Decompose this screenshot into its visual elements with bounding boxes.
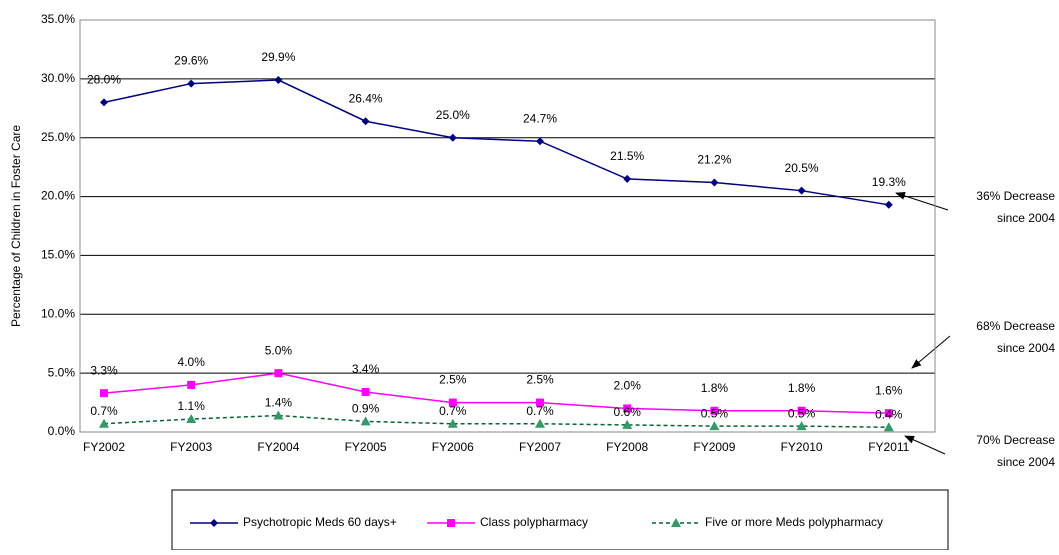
marker [536, 137, 544, 146]
annotation: since 2004 [997, 211, 1055, 225]
marker [535, 418, 545, 428]
data-label: 2.0% [614, 379, 642, 393]
data-label: 21.5% [610, 149, 644, 163]
data-label: 3.4% [352, 362, 380, 376]
data-label: 0.4% [875, 407, 903, 421]
y-tick-label: 0.0% [48, 424, 76, 438]
marker [187, 79, 196, 88]
marker [622, 419, 633, 429]
data-label: 25.0% [436, 108, 470, 122]
data-label: 3.3% [90, 363, 118, 377]
series-line [103, 372, 889, 414]
annotation-arrow [904, 435, 946, 455]
marker [186, 414, 197, 424]
data-label: 0.5% [788, 406, 816, 420]
annotation-arrow [895, 191, 949, 211]
data-label: 0.7% [439, 404, 467, 418]
marker [361, 117, 370, 126]
x-tick-label: FY2007 [519, 440, 561, 454]
legend-marker [671, 518, 681, 527]
data-label: 1.4% [265, 396, 293, 410]
annotation: since 2004 [997, 341, 1055, 355]
marker [447, 418, 458, 428]
y-tick-label: 15.0% [41, 248, 75, 262]
data-label: 20.5% [785, 161, 819, 175]
data-label: 29.9% [261, 50, 295, 64]
marker [709, 421, 720, 431]
marker [796, 421, 807, 431]
marker [361, 387, 370, 396]
marker [623, 174, 632, 183]
y-tick-label: 10.0% [41, 306, 75, 320]
series-line [103, 79, 889, 206]
marker [884, 200, 893, 209]
series-line [103, 414, 889, 429]
legend-label: Psychotropic Meds 60 days+ [243, 515, 397, 529]
marker [99, 418, 109, 428]
legend-marker [210, 519, 218, 527]
marker [884, 409, 893, 418]
plot-area [79, 19, 936, 433]
data-label: 1.8% [701, 381, 729, 395]
x-tick-label: FY2008 [606, 440, 648, 454]
marker [274, 369, 283, 378]
marker [274, 76, 283, 85]
data-label: 21.2% [697, 153, 731, 167]
marker [710, 406, 719, 415]
data-label: 0.9% [352, 402, 380, 416]
data-label: 5.0% [265, 343, 293, 357]
data-label: 26.4% [349, 91, 383, 105]
data-label: 0.5% [701, 406, 729, 420]
data-label: 0.7% [90, 404, 118, 418]
legend-marker [447, 519, 455, 527]
x-tick-label: FY2005 [345, 440, 387, 454]
data-label: 1.1% [178, 399, 206, 413]
data-label: 28.0% [87, 73, 121, 87]
marker [100, 389, 108, 398]
x-tick-label: FY2010 [781, 440, 823, 454]
marker [883, 422, 894, 432]
data-label: 29.6% [174, 54, 208, 68]
marker [710, 178, 719, 187]
data-label: 4.0% [178, 355, 206, 369]
data-label: 0.6% [614, 405, 642, 419]
x-tick-label: FY2004 [257, 440, 299, 454]
marker [100, 98, 108, 107]
marker [273, 410, 284, 420]
marker [187, 380, 196, 389]
y-tick-label: 5.0% [48, 365, 76, 379]
x-tick-label: FY2011 [868, 440, 909, 454]
y-tick-label: 25.0% [41, 130, 75, 144]
legend-label: Five or more Meds polypharmacy [705, 515, 883, 529]
annotation: 70% Decrease [976, 433, 1055, 447]
x-tick-label: FY2003 [170, 440, 212, 454]
data-label: 0.7% [526, 404, 554, 418]
marker [797, 406, 806, 415]
annotation-arrow [911, 335, 951, 369]
data-label: 1.6% [875, 383, 903, 397]
annotation: 36% Decrease [976, 189, 1055, 203]
marker [797, 186, 806, 195]
x-tick-label: FY2009 [693, 440, 735, 454]
marker [623, 404, 632, 413]
annotation: 68% Decrease [976, 319, 1055, 333]
data-label: 2.5% [526, 373, 554, 387]
marker [448, 133, 457, 142]
legend-label: Class polypharmacy [480, 515, 588, 529]
marker [360, 416, 371, 426]
data-label: 19.3% [872, 175, 906, 189]
y-tick-label: 30.0% [41, 71, 75, 85]
marker [536, 398, 544, 407]
marker [448, 398, 457, 407]
y-axis-title: Percentage of Children in Foster Care [9, 125, 23, 327]
data-label: 1.8% [788, 381, 816, 395]
data-label: 2.5% [439, 373, 467, 387]
y-tick-label: 20.0% [41, 189, 75, 203]
data-label: 24.7% [523, 111, 557, 125]
x-tick-label: FY2002 [83, 440, 125, 454]
annotation: since 2004 [997, 455, 1055, 469]
x-tick-label: FY2006 [432, 440, 474, 454]
y-tick-label: 35.0% [41, 12, 75, 26]
